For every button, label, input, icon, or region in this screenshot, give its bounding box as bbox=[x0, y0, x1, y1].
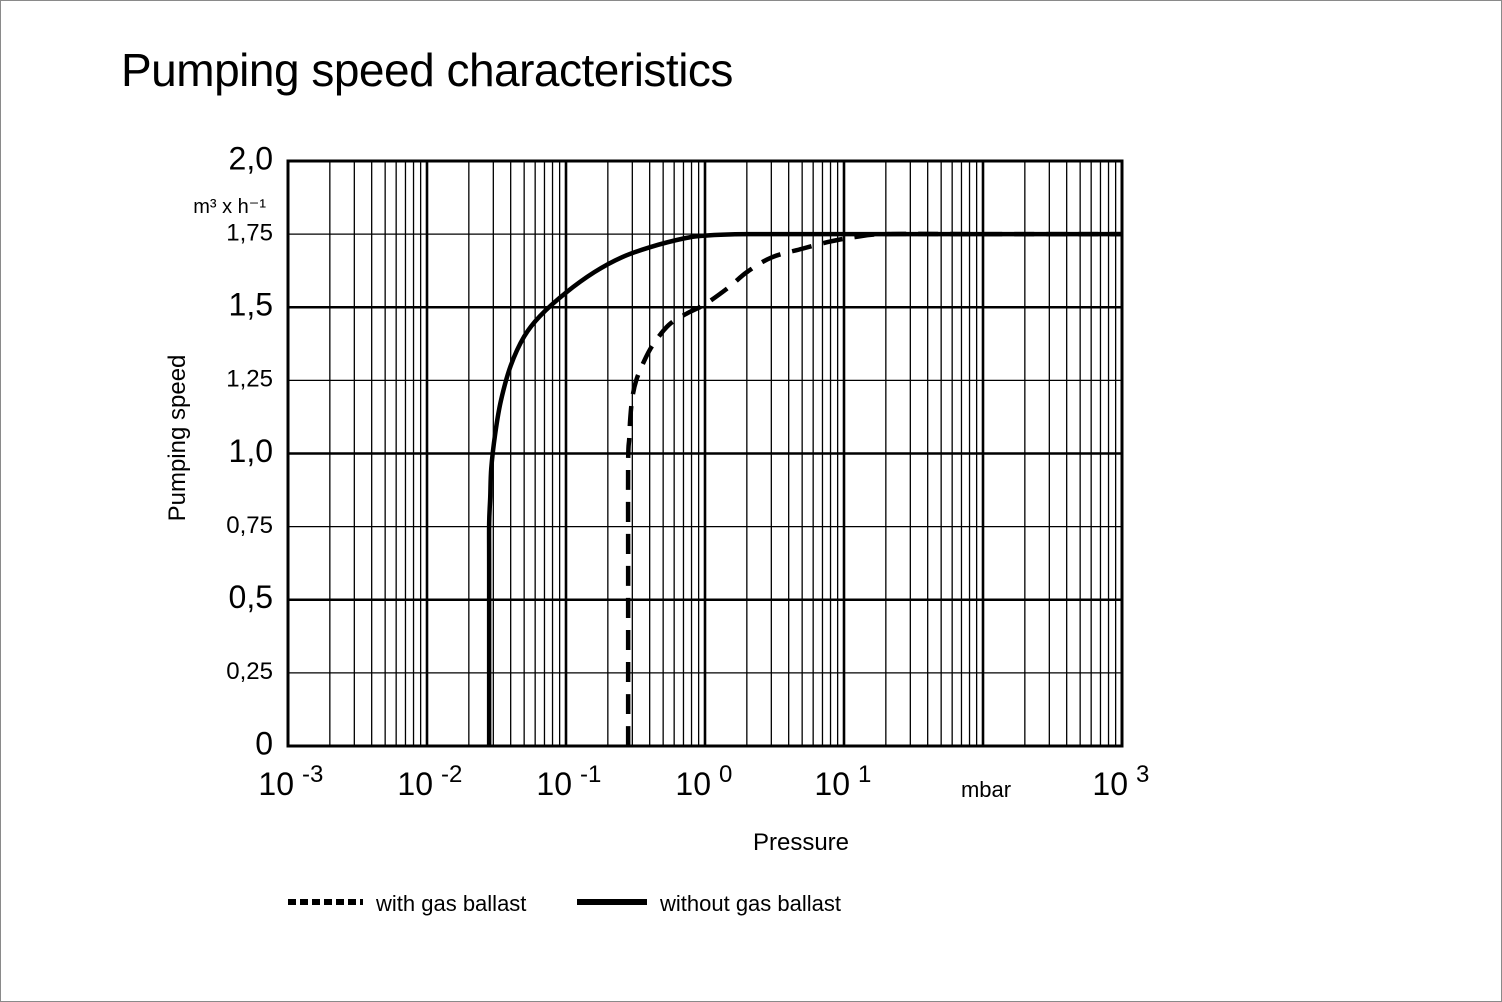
y-tick-label: 0 bbox=[255, 725, 273, 761]
series-line-with-gas-ballast bbox=[625, 231, 1122, 746]
series-line-without-gas-ballast bbox=[486, 231, 1122, 746]
x-unit-label: mbar bbox=[961, 777, 1011, 802]
x-tick-exponent: -2 bbox=[441, 761, 462, 788]
x-tick-base: 10 bbox=[258, 766, 294, 802]
x-tick-exponent: -3 bbox=[302, 761, 323, 788]
legend-label-without-gas-ballast: without gas ballast bbox=[659, 891, 841, 916]
grid-major-lines bbox=[288, 161, 1122, 746]
x-tick-exponent: 1 bbox=[858, 761, 871, 788]
y-tick-label: 1,75 bbox=[226, 219, 273, 246]
y-unit-text: m³ x h⁻¹ bbox=[193, 196, 266, 218]
x-tick-label: 10 0 bbox=[675, 761, 732, 802]
y-tick-label: 1,0 bbox=[229, 433, 273, 469]
x-tick-base: 10 bbox=[397, 766, 433, 802]
x-tick-label: 10 -1 bbox=[536, 761, 601, 802]
chart-title: Pumping speed characteristics bbox=[121, 44, 733, 96]
y-tick-label: 0,75 bbox=[226, 512, 273, 539]
y-tick-label: 0,5 bbox=[229, 579, 273, 615]
plot-area-border bbox=[286, 159, 1124, 748]
x-tick-base: 10 bbox=[814, 766, 850, 802]
x-axis-label: Pressure bbox=[753, 829, 849, 856]
x-tick-base: 10 bbox=[1092, 766, 1128, 802]
x-tick-exponent: -1 bbox=[580, 761, 601, 788]
x-tick-labels: 10 -3 10 -2 10 -1 10 0 10 1 10 3 bbox=[258, 761, 1149, 802]
x-tick-label: 10 -3 bbox=[258, 761, 323, 802]
y-axis-label: Pumping speed bbox=[164, 355, 191, 522]
y-tick-label: 2,0 bbox=[229, 140, 273, 176]
x-tick-exponent: 3 bbox=[1136, 761, 1149, 788]
x-tick-label: 10 3 bbox=[1092, 761, 1149, 802]
x-tick-exponent: 0 bbox=[719, 761, 732, 788]
x-tick-base: 10 bbox=[675, 766, 711, 802]
x-tick-label: 10 1 bbox=[814, 761, 871, 802]
x-tick-base: 10 bbox=[536, 766, 572, 802]
y-tick-label: 1,5 bbox=[229, 287, 273, 323]
y-unit-label: m³ x h⁻¹ bbox=[193, 196, 266, 218]
y-tick-label: 0,25 bbox=[226, 658, 273, 685]
y-tick-label: 1,25 bbox=[226, 366, 273, 393]
series-layer bbox=[486, 231, 1122, 746]
legend-label-with-gas-ballast: with gas ballast bbox=[375, 891, 526, 916]
legend: with gas ballast without gas ballast bbox=[288, 891, 841, 916]
x-tick-label: 10 -2 bbox=[397, 761, 462, 802]
y-tick-labels: 2,0 1,75 1,5 1,25 1,0 0,75 0,5 0,25 0 bbox=[226, 140, 273, 761]
